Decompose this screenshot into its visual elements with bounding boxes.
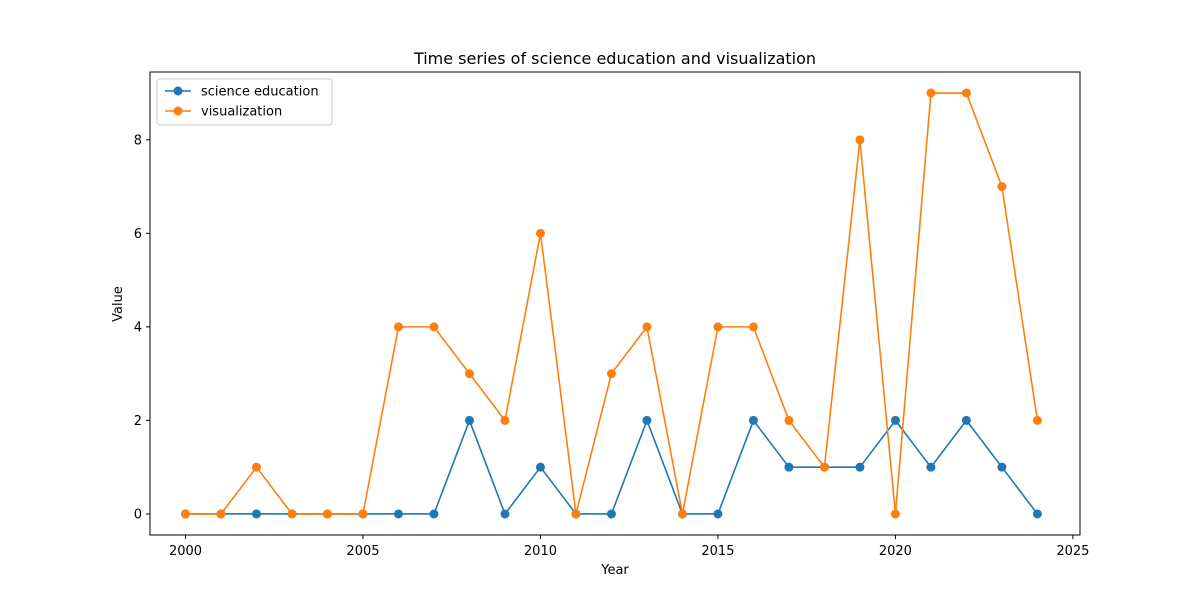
data-point-1 <box>287 509 297 519</box>
data-point-1 <box>642 322 652 332</box>
x-tick-label: 2020 <box>879 544 912 559</box>
data-point-1 <box>358 509 368 519</box>
data-point-1 <box>322 509 332 519</box>
data-point-0 <box>251 509 261 519</box>
legend-label-1: visualization <box>201 105 282 120</box>
plot-area: 2000 2005 2010 2015 2020 2025 0 2 4 6 8 <box>134 71 1089 559</box>
data-point-1 <box>500 415 510 425</box>
data-point-1 <box>535 228 545 238</box>
data-point-0 <box>961 415 971 425</box>
data-point-0 <box>784 462 794 472</box>
data-point-1 <box>713 322 723 332</box>
data-point-0 <box>1032 509 1042 519</box>
data-point-0 <box>713 509 723 519</box>
data-point-0 <box>926 462 936 472</box>
data-point-0 <box>997 462 1007 472</box>
data-point-1 <box>251 462 261 472</box>
x-tick-label: 2000 <box>169 544 202 559</box>
data-point-1 <box>997 182 1007 192</box>
y-tick-label: 8 <box>134 133 142 148</box>
data-point-1 <box>571 509 581 519</box>
data-point-1 <box>926 88 936 98</box>
data-point-0 <box>393 509 403 519</box>
y-tick-label: 6 <box>134 227 142 242</box>
data-point-1 <box>677 509 687 519</box>
series-line-1 <box>185 92 1039 515</box>
data-point-0 <box>535 462 545 472</box>
y-axis-label: Value <box>111 286 126 322</box>
x-tick-label: 2005 <box>346 544 379 559</box>
y-tick-label: 4 <box>134 320 142 335</box>
data-point-0 <box>642 415 652 425</box>
data-point-1 <box>748 322 758 332</box>
chart-title: Time series of science education and vis… <box>413 49 816 68</box>
data-point-0 <box>890 415 900 425</box>
legend-box <box>156 78 333 126</box>
data-point-1 <box>819 462 829 472</box>
data-point-0 <box>429 509 439 519</box>
data-point-1 <box>961 88 971 98</box>
legend-marker-1 <box>173 106 183 116</box>
data-point-1 <box>393 322 403 332</box>
legend-marker-0 <box>173 86 183 96</box>
data-point-0 <box>606 509 616 519</box>
series-line-0 <box>185 419 1039 515</box>
data-point-1 <box>429 322 439 332</box>
y-tick-label: 2 <box>134 414 142 429</box>
data-point-1 <box>180 509 190 519</box>
plot-frame <box>149 71 1081 536</box>
data-point-1 <box>890 509 900 519</box>
data-point-1 <box>855 135 865 145</box>
data-point-0 <box>500 509 510 519</box>
data-point-1 <box>1032 415 1042 425</box>
legend: science education visualization <box>156 78 333 126</box>
data-point-1 <box>606 369 616 379</box>
x-tick-label: 2010 <box>524 544 557 559</box>
legend-label-0: science education <box>201 85 319 100</box>
x-axis-label: Year <box>600 563 629 578</box>
data-point-1 <box>216 509 226 519</box>
data-point-1 <box>784 415 794 425</box>
x-tick-label: 2025 <box>1056 544 1089 559</box>
data-point-0 <box>855 462 865 472</box>
data-point-0 <box>748 415 758 425</box>
x-tick-label: 2015 <box>701 544 734 559</box>
y-tick-label: 0 <box>134 507 142 522</box>
data-point-0 <box>464 415 474 425</box>
data-point-1 <box>464 369 474 379</box>
